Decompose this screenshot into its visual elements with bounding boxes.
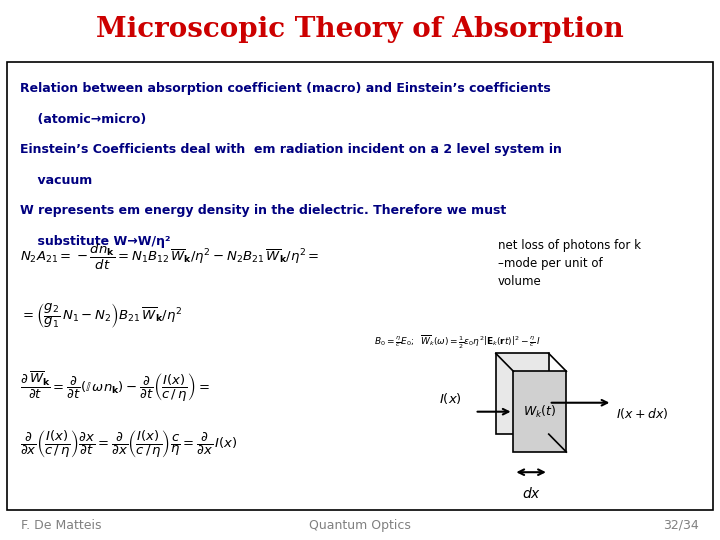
Text: Microscopic Theory of Absorption: Microscopic Theory of Absorption [96,16,624,43]
Text: $N_2 A_{21} = -\dfrac{d n_{\bf k}}{d t} = N_1 B_{12}\,\overline{W}_{\bf k}/\eta^: $N_2 A_{21} = -\dfrac{d n_{\bf k}}{d t} … [20,242,320,272]
Text: $dx$: $dx$ [521,485,541,501]
Bar [513,372,567,452]
Text: Quantum Optics: Quantum Optics [309,518,411,532]
Text: $W_k(t)$: $W_k(t)$ [523,403,557,420]
Text: W represents em energy density in the dielectric. Therefore we must: W represents em energy density in the di… [20,204,506,217]
Bar [496,354,549,434]
Text: substitute W→W/η²: substitute W→W/η² [20,235,171,248]
Text: net loss of photons for k
–mode per unit of
volume: net loss of photons for k –mode per unit… [498,239,641,288]
Text: $\dfrac{\partial\,\overline{W}_{\bf k}}{\partial t} = \dfrac{\partial}{\partial : $\dfrac{\partial\,\overline{W}_{\bf k}}{… [20,370,210,404]
Text: $I(x)$: $I(x)$ [438,391,462,406]
Text: F. De Matteis: F. De Matteis [22,518,102,532]
Text: Relation between absorption coefficient (macro) and Einstein’s coefficients: Relation between absorption coefficient … [20,82,551,95]
Text: $= \left(\dfrac{g_2}{g_1}\,N_1 - N_2\right)B_{21}\,\overline{W}_{\bf k}/\eta^2$: $= \left(\dfrac{g_2}{g_1}\,N_1 - N_2\rig… [20,301,182,330]
Text: Einstein’s Coefficients deal with  em radiation incident on a 2 level system in: Einstein’s Coefficients deal with em rad… [20,143,562,156]
Text: $B_0 = \frac{\eta}{c}E_0;\;\;\overline{W}_k(\omega) = \frac{1}{2}\varepsilon_0\e: $B_0 = \frac{\eta}{c}E_0;\;\;\overline{W… [374,334,541,351]
Text: $\dfrac{\partial}{\partial x}\left(\dfrac{I(x)}{c\,/\,\eta}\right)\dfrac{\partia: $\dfrac{\partial}{\partial x}\left(\dfra… [20,428,238,460]
Text: $I(x+dx)$: $I(x+dx)$ [616,407,668,421]
Text: (atomic→micro): (atomic→micro) [20,113,146,126]
Text: 32/34: 32/34 [663,518,698,532]
Text: vacuum: vacuum [20,174,92,187]
